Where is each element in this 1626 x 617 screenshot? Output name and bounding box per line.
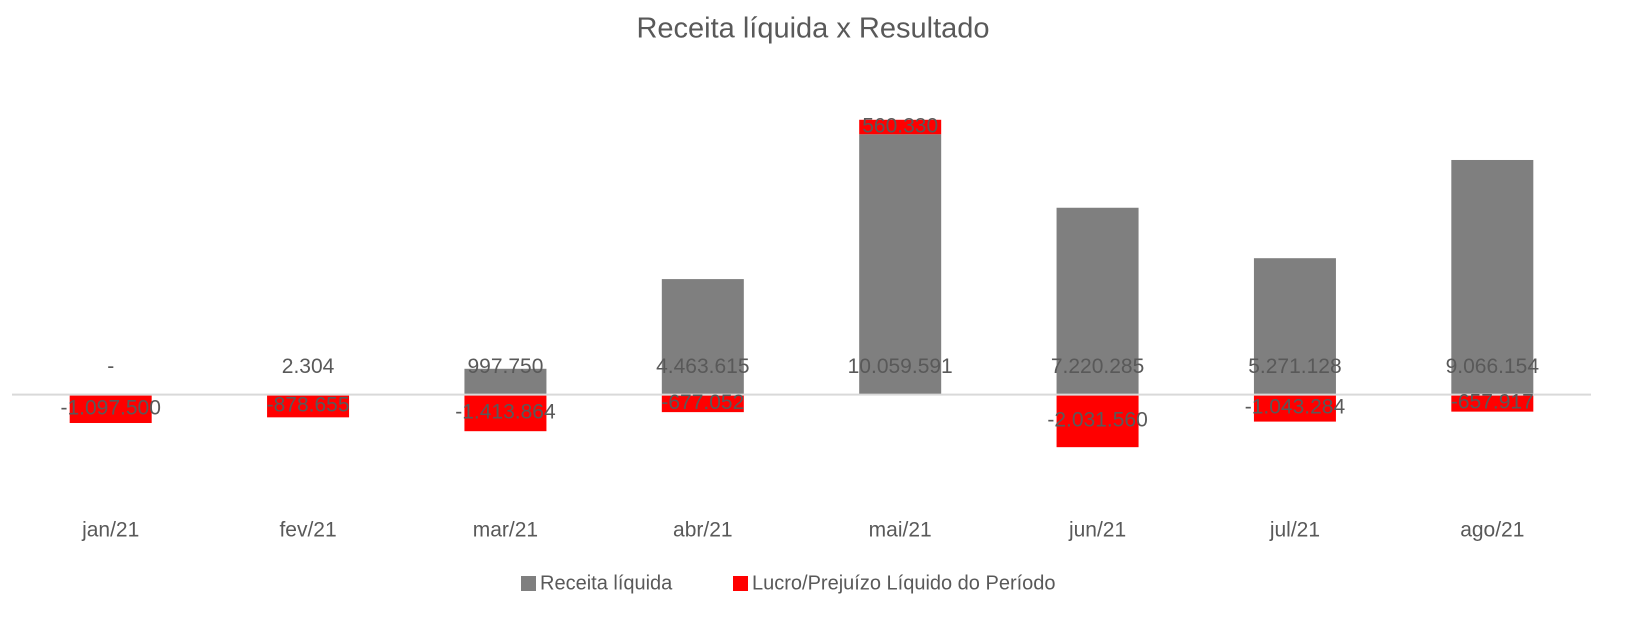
bar bbox=[1253, 394, 1336, 422]
data-label: -1.413.864 bbox=[455, 400, 556, 423]
data-label: -677.052 bbox=[661, 391, 744, 414]
bar bbox=[661, 394, 744, 413]
data-label: 997.750 bbox=[467, 355, 543, 378]
x-tick-label: jun/21 bbox=[1068, 519, 1126, 542]
data-label: 9.066.154 bbox=[1446, 355, 1540, 378]
x-tick-label: jan/21 bbox=[81, 519, 139, 542]
x-tick-label: ago/21 bbox=[1460, 519, 1524, 542]
data-label: 10.059.591 bbox=[848, 355, 953, 378]
legend-swatch bbox=[733, 576, 748, 591]
legend-label: Receita líquida bbox=[540, 572, 673, 594]
data-label: 5.271.128 bbox=[1248, 355, 1341, 378]
x-tick-label: mai/21 bbox=[869, 519, 932, 542]
bar bbox=[1451, 394, 1534, 412]
data-label: 560.330 bbox=[862, 115, 938, 138]
x-tick-label: mar/21 bbox=[473, 519, 538, 542]
bar bbox=[1451, 159, 1534, 395]
bar bbox=[267, 394, 350, 418]
bar bbox=[1056, 207, 1139, 395]
bar bbox=[661, 279, 744, 395]
legend-swatch bbox=[521, 576, 536, 591]
bar bbox=[1253, 258, 1336, 395]
x-tick-label: fev/21 bbox=[279, 519, 336, 542]
data-label: 2.304 bbox=[282, 355, 335, 378]
bar bbox=[859, 119, 942, 135]
data-label: 4.463.615 bbox=[656, 355, 749, 378]
bar bbox=[1056, 394, 1139, 448]
chart-title: Receita líquida x Resultado bbox=[636, 13, 989, 45]
x-tick-label: jul/21 bbox=[1269, 519, 1320, 542]
x-tick-label: abr/21 bbox=[673, 519, 733, 542]
bar bbox=[69, 394, 152, 424]
bar bbox=[464, 368, 547, 395]
data-label: -657.917 bbox=[1451, 391, 1534, 414]
data-label: 7.220.285 bbox=[1051, 355, 1144, 378]
legend-label: Lucro/Prejuízo Líquido do Período bbox=[752, 572, 1056, 594]
bar bbox=[859, 134, 942, 395]
data-label: -1.097.500 bbox=[60, 396, 160, 419]
data-label: -2.031.560 bbox=[1047, 408, 1147, 431]
data-label: - bbox=[107, 355, 114, 378]
bar bbox=[464, 394, 547, 432]
data-label: -1.043.284 bbox=[1245, 396, 1346, 419]
data-label: -878.655 bbox=[267, 394, 350, 417]
